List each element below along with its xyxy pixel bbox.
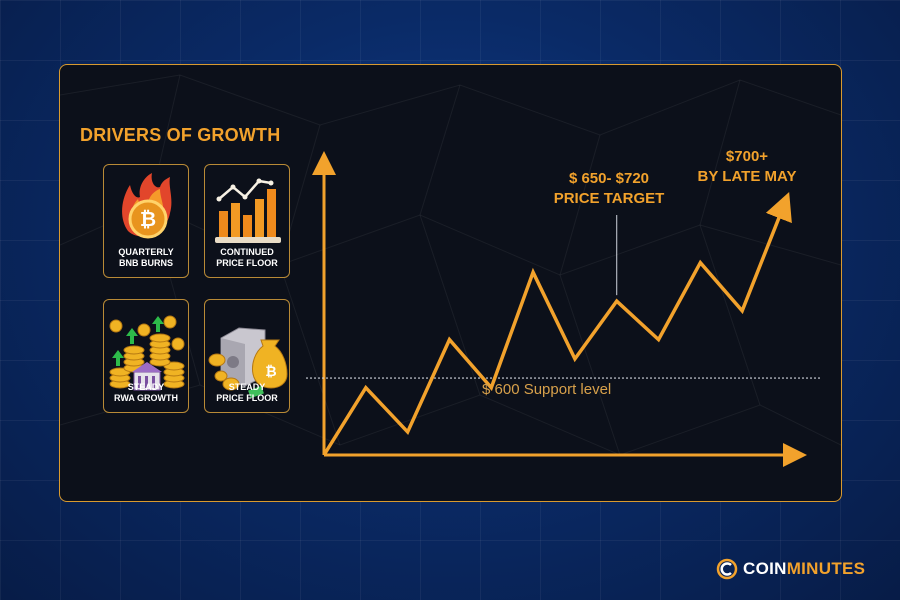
price-target-callout: $ 650- $720 PRICE TARGET xyxy=(538,169,680,209)
brand-suffix: MINUTES xyxy=(786,559,866,578)
safe-money-bag-icon: ₿ xyxy=(208,327,288,399)
driver-card-rwa-growth: STEADY RWA GROWTH xyxy=(103,299,189,413)
price-target-range: $ 650- $720 xyxy=(568,170,650,187)
svg-text:₿: ₿ xyxy=(140,209,156,231)
driver-card-label: STEADY RWA GROWTH xyxy=(114,382,178,403)
flaming-coin-icon: ₿ xyxy=(122,173,172,239)
driver-card-continued-price-floor: CONTINUED PRICE FLOOR xyxy=(204,164,290,278)
price-target-caption: PRICE TARGET xyxy=(553,190,665,207)
late-may-callout: $700+ BY LATE MAY xyxy=(682,147,812,187)
coin-stacks-bank-icon xyxy=(109,315,185,391)
price-chart xyxy=(306,151,822,467)
brand-prefix: COIN xyxy=(743,559,787,578)
coinminutes-logo-icon xyxy=(716,558,738,580)
price-line xyxy=(322,191,792,456)
driver-card-steady-price-floor: ₿ STEADY PRICE FLOOR xyxy=(204,299,290,413)
driver-card-label: STEADY PRICE FLOOR xyxy=(216,382,278,403)
support-level-label: $ 600 Support level xyxy=(482,381,612,398)
driver-card-label: CONTINUED PRICE FLOOR xyxy=(216,247,278,268)
coinminutes-logo: COINMINUTES xyxy=(716,558,865,580)
bar-chart-icon xyxy=(215,178,281,243)
drivers-title: DRIVERS OF GROWTH xyxy=(80,125,281,145)
infographic-panel: DRIVERS OF GROWTH ₿ QUARTERLY BNB BURNS … xyxy=(59,64,842,502)
svg-text:₿: ₿ xyxy=(265,363,276,379)
driver-card-bnb-burns: ₿ QUARTERLY BNB BURNS xyxy=(103,164,189,278)
late-may-caption: BY LATE MAY xyxy=(697,168,797,185)
late-may-price: $700+ xyxy=(725,148,769,165)
driver-card-label: QUARTERLY BNB BURNS xyxy=(118,247,174,268)
